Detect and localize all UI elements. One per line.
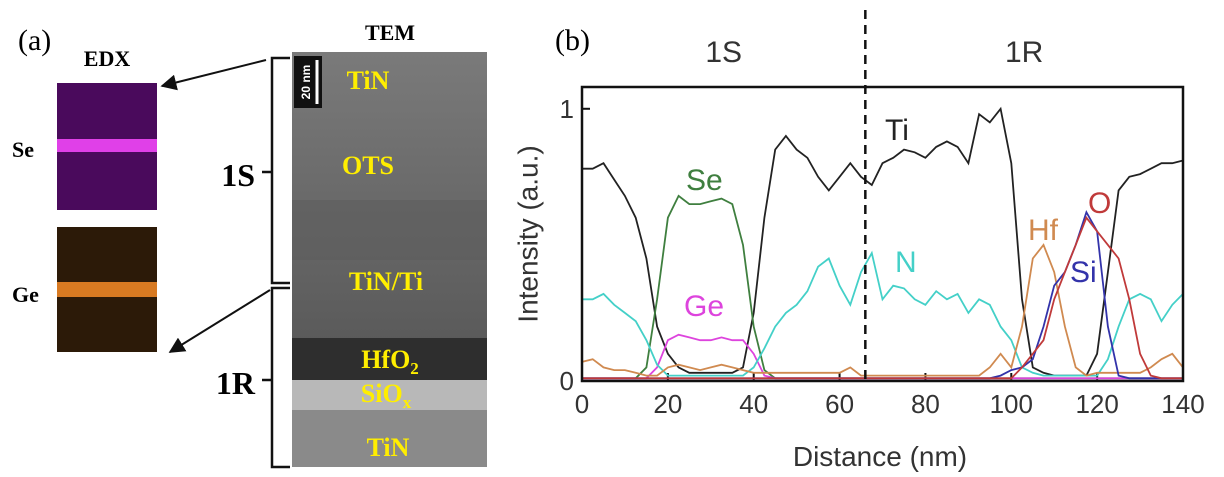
series-label: Ge bbox=[684, 290, 724, 323]
layer-text: SiO bbox=[361, 379, 403, 408]
edx-label: Ge bbox=[12, 282, 39, 307]
series-label: Si bbox=[1070, 256, 1097, 289]
series-label: Se bbox=[686, 164, 723, 197]
layer-sub: x bbox=[403, 393, 412, 412]
edx-label: Se bbox=[12, 137, 34, 162]
layer-label: TiN/Ti bbox=[349, 267, 423, 296]
bracket-label: 1S bbox=[221, 157, 255, 193]
x-tick-label: 80 bbox=[911, 389, 940, 419]
tem-layer bbox=[292, 338, 487, 380]
region-label: 1R bbox=[1005, 36, 1043, 69]
edx-band-se bbox=[57, 139, 157, 152]
x-tick-label: 140 bbox=[1161, 389, 1204, 419]
region-label: 1S bbox=[705, 36, 742, 69]
series-line bbox=[582, 250, 1184, 377]
series-line bbox=[582, 333, 1183, 380]
x-tick-label: 0 bbox=[575, 389, 589, 419]
panel-label: (a) bbox=[18, 24, 51, 57]
plot-frame bbox=[580, 85, 1185, 383]
series-line bbox=[582, 209, 1183, 380]
tem-layer bbox=[292, 410, 487, 467]
scale-bar-label: 20 nm bbox=[299, 65, 313, 100]
series-label: Ti bbox=[885, 114, 909, 147]
x-tick-label: 120 bbox=[1075, 389, 1118, 419]
series-line bbox=[582, 215, 1183, 380]
series-line bbox=[582, 106, 1184, 377]
layer-label: TiN bbox=[347, 66, 390, 95]
tem-title: TEM bbox=[365, 20, 415, 45]
arrow bbox=[168, 289, 271, 353]
layer-label: HfO2 bbox=[361, 345, 419, 378]
x-tick-label: 40 bbox=[739, 389, 768, 419]
tem-layer bbox=[292, 200, 487, 260]
edx-band-ge bbox=[57, 282, 157, 297]
x-tick-label: 100 bbox=[990, 389, 1033, 419]
edx-title: EDX bbox=[84, 46, 131, 71]
bracket bbox=[262, 56, 290, 285]
y-axis-title: Intensity (a.u.) bbox=[512, 145, 543, 322]
y-tick-label: 1 bbox=[560, 94, 574, 124]
x-tick-label: 60 bbox=[825, 389, 854, 419]
layer-text: HfO bbox=[361, 345, 410, 374]
series-line bbox=[581, 243, 1184, 377]
bracket bbox=[262, 286, 290, 469]
line-chart: (b) Distance (nm) Intensity (a.u.) 0 20 40… bbox=[512, 10, 1205, 472]
layer-label: TiN bbox=[367, 433, 410, 462]
series-label: O bbox=[1088, 187, 1111, 220]
series-label: N bbox=[895, 246, 917, 279]
series-label: Hf bbox=[1028, 214, 1059, 247]
tem-layer bbox=[292, 380, 487, 410]
panel-label: (b) bbox=[555, 24, 590, 57]
x-axis-title: Distance (nm) bbox=[793, 441, 967, 472]
y-tick-label: 0 bbox=[560, 366, 574, 396]
layer-label: OTS bbox=[342, 151, 394, 180]
x-tick-label: 20 bbox=[653, 389, 682, 419]
arrow bbox=[160, 59, 267, 91]
layer-label: SiOx bbox=[361, 379, 412, 412]
bracket-label: 1R bbox=[216, 365, 256, 401]
layer-sub: 2 bbox=[410, 359, 419, 378]
